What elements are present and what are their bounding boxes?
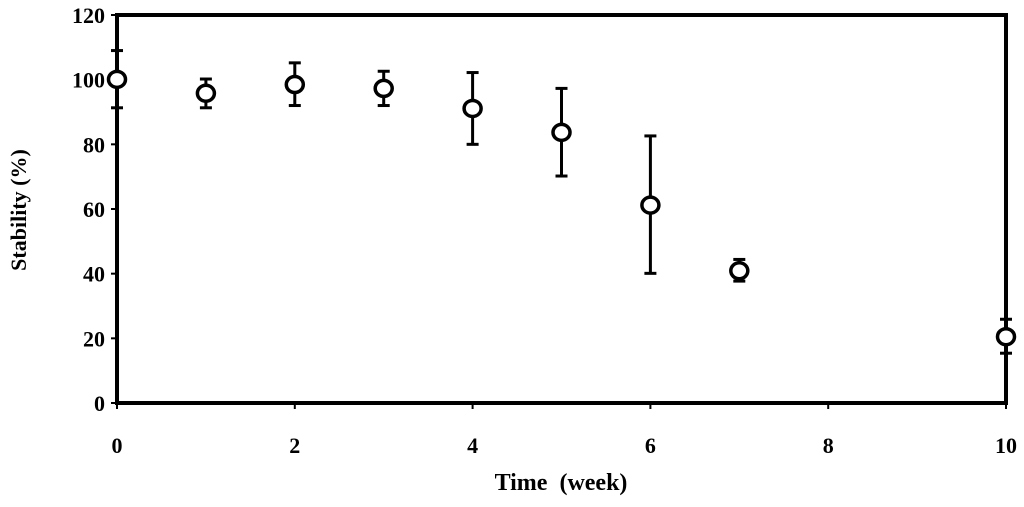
y-tick-label: 40: [83, 262, 105, 287]
y-tick-label: 80: [83, 132, 105, 157]
y-tick-label: 0: [94, 391, 105, 416]
data-point: [195, 83, 217, 103]
y-tick-label: 120: [72, 3, 105, 28]
data-point: [373, 78, 394, 99]
y-tick-label: 20: [83, 326, 105, 351]
data-point: [551, 122, 572, 143]
x-tick-label: 0: [112, 433, 123, 458]
x-axis-title: Time (week): [495, 470, 628, 496]
y-axis-title: Stability (%): [6, 149, 31, 271]
x-tick-label: 2: [289, 433, 300, 458]
data-point: [462, 98, 483, 119]
data-point: [106, 69, 128, 90]
plot-frame: [115, 13, 1008, 405]
y-tick-label: 100: [72, 68, 105, 93]
x-tick-label: 8: [823, 433, 834, 458]
y-tick-label: 60: [83, 197, 105, 222]
x-tick-label: 10: [995, 433, 1017, 458]
x-tick-label: 6: [645, 433, 656, 458]
data-point: [284, 74, 306, 95]
x-tick-label: 4: [467, 433, 478, 458]
data-point: [729, 261, 750, 281]
data-point: [640, 195, 661, 215]
data-point: [995, 326, 1017, 347]
